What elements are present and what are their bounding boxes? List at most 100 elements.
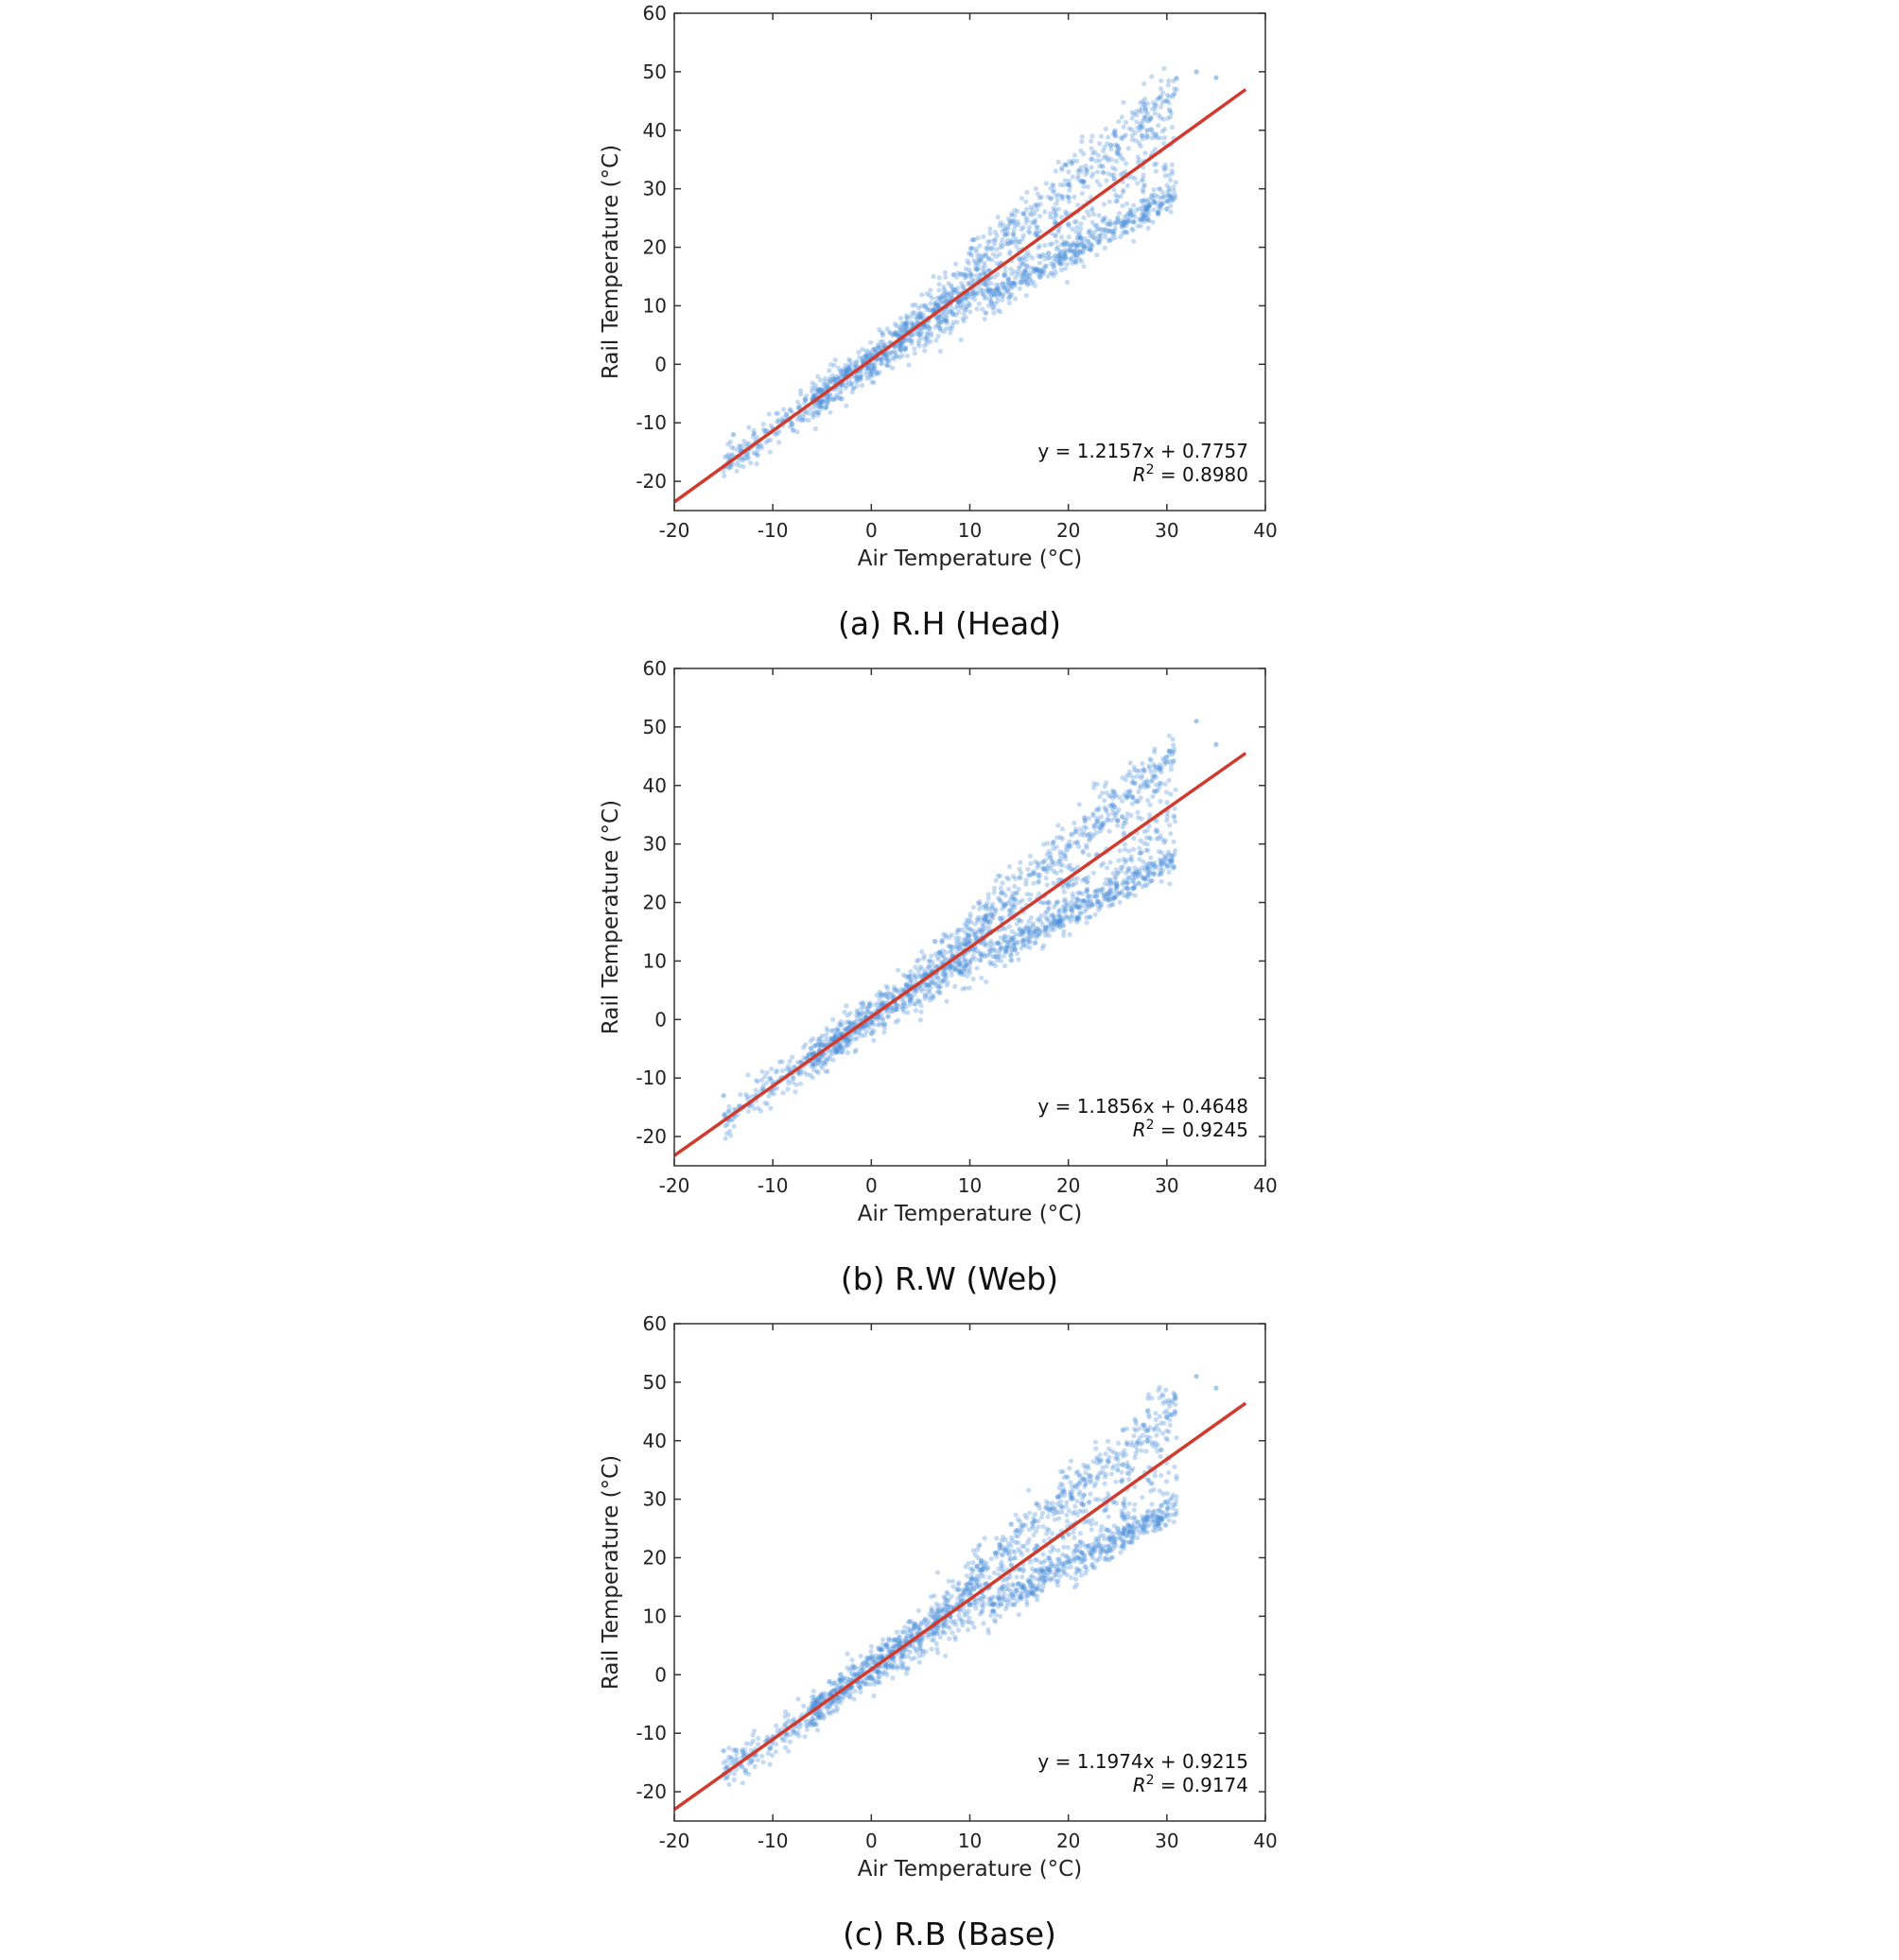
data-point (977, 1585, 983, 1590)
data-point (1164, 759, 1170, 765)
data-point (1030, 870, 1036, 876)
data-point (856, 1031, 862, 1036)
data-point (907, 997, 913, 1002)
data-point (1142, 96, 1148, 102)
data-point (1164, 205, 1170, 212)
data-point (840, 369, 845, 374)
data-point (1151, 762, 1157, 768)
data-point (758, 1108, 764, 1114)
data-point (964, 1573, 969, 1579)
data-point (908, 1619, 914, 1624)
data-point (1028, 860, 1034, 866)
data-point (981, 905, 986, 911)
data-point (985, 239, 991, 245)
data-point (1155, 194, 1160, 199)
data-point (748, 460, 754, 466)
data-point (1128, 208, 1134, 214)
data-point (993, 1550, 999, 1555)
data-point (730, 1116, 736, 1121)
data-point (958, 299, 964, 304)
data-point (934, 300, 940, 305)
data-point (1000, 281, 1005, 286)
data-point (1091, 825, 1097, 831)
data-point (1151, 862, 1157, 868)
data-point (1135, 773, 1141, 779)
data-point (1030, 1519, 1036, 1525)
data-point (868, 339, 874, 345)
data-point (1106, 903, 1112, 909)
data-point (877, 1656, 883, 1661)
data-point (1089, 834, 1094, 840)
data-point (1076, 1508, 1083, 1514)
data-point (974, 1573, 980, 1579)
data-point (1137, 140, 1142, 146)
data-point (864, 1661, 870, 1667)
data-point (731, 445, 737, 451)
data-point (1022, 278, 1028, 284)
data-point (1046, 900, 1052, 906)
data-point (1106, 1557, 1112, 1563)
data-point (936, 989, 943, 995)
data-point (795, 399, 801, 405)
data-point (1166, 78, 1172, 84)
data-point (808, 1038, 813, 1044)
data-point (1109, 896, 1115, 902)
data-point (832, 396, 838, 402)
data-point (943, 971, 949, 977)
data-point (1166, 753, 1172, 758)
data-point (975, 948, 981, 954)
data-point (1145, 225, 1151, 231)
data-point (1130, 794, 1136, 800)
data-point (1074, 1499, 1080, 1504)
data-point (846, 366, 852, 372)
data-point (1002, 903, 1007, 909)
data-point (766, 1093, 772, 1099)
y-tick-label: 0 (654, 353, 667, 375)
data-point (999, 1586, 1005, 1591)
data-point (977, 1595, 983, 1601)
data-point (1037, 269, 1042, 275)
data-point (812, 1062, 819, 1067)
data-point (829, 1035, 835, 1041)
data-point (938, 320, 944, 325)
data-point (918, 331, 924, 337)
data-point (1034, 229, 1039, 234)
data-point (1137, 216, 1142, 221)
data-point (1020, 943, 1026, 948)
data-point (918, 1009, 924, 1015)
data-point (1136, 206, 1142, 212)
data-point (1058, 856, 1064, 862)
data-point (1010, 936, 1016, 942)
data-point (966, 260, 971, 266)
data-point (1009, 1594, 1016, 1600)
data-point (999, 918, 1004, 924)
data-point (1093, 893, 1099, 899)
data-point (988, 912, 994, 918)
data-point (872, 1681, 878, 1687)
data-point (844, 370, 849, 375)
data-point (1172, 91, 1177, 96)
data-point (1152, 192, 1159, 199)
data-point (1154, 1514, 1159, 1519)
data-point (1168, 177, 1174, 183)
data-point (1108, 1471, 1114, 1477)
data-point (972, 933, 978, 939)
data-point (814, 1042, 820, 1048)
data-point (1169, 199, 1176, 204)
data-point (1055, 192, 1061, 198)
data-point (810, 1700, 817, 1707)
data-point (950, 322, 955, 328)
data-point (1001, 222, 1006, 228)
data-point (910, 303, 915, 308)
data-point (1061, 928, 1067, 934)
data-point (1119, 217, 1124, 223)
data-point (1141, 876, 1146, 881)
data-point (994, 1553, 1000, 1559)
data-point (918, 1003, 924, 1009)
data-point (1028, 265, 1034, 270)
data-point (1003, 949, 1009, 955)
data-point (1081, 829, 1087, 835)
data-point (1148, 757, 1154, 763)
data-point (1094, 888, 1100, 893)
data-point (949, 290, 954, 296)
